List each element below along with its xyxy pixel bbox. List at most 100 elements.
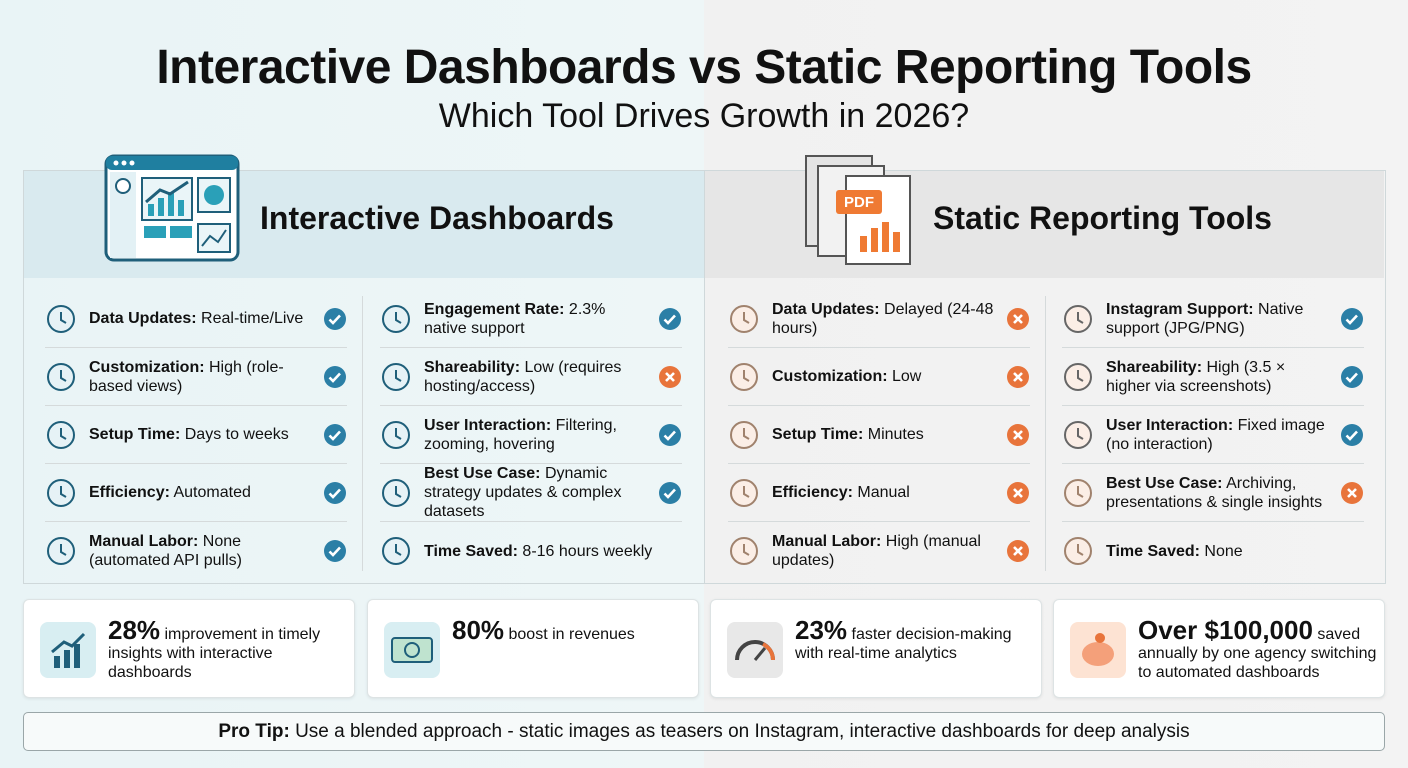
feature-row: Data Updates: Real-time/Live [45, 290, 347, 348]
status-check [1341, 423, 1363, 446]
dashboard-icon [104, 154, 240, 262]
feature-row: Efficiency: Automated [45, 464, 347, 522]
tip-text: Use a blended approach - static images a… [295, 721, 1190, 742]
status-cross [1007, 423, 1029, 446]
feature-label: Setup Time: [772, 426, 864, 443]
feature-text: Manual Labor: None (automated API pulls) [77, 532, 323, 570]
stat-highlight: 80% [452, 615, 505, 645]
tip-label: Pro Tip: [218, 721, 290, 742]
feature-text: Customization: High (role-based views) [77, 358, 323, 396]
feature-icon [730, 362, 758, 391]
feature-text: Manual Labor: High (manual updates) [760, 532, 1006, 570]
feature-icon [382, 478, 410, 507]
stat-description: faster decision-making with real-time an… [795, 626, 1012, 662]
status-cross [1007, 481, 1029, 504]
stat-highlight: Over $100,000 [1138, 615, 1313, 645]
feature-row: Shareability: High (3.5 × higher via scr… [1062, 348, 1364, 406]
stat-card: 28% improvement in timely insights with … [23, 599, 355, 698]
feature-label: Efficiency: [772, 484, 853, 501]
feature-label: Customization: [89, 358, 205, 376]
feature-label: Manual Labor: [772, 533, 882, 550]
feature-icon [730, 304, 758, 333]
feature-row: Setup Time: Minutes [728, 406, 1030, 464]
feature-text: User Interaction: Filtering, zooming, ho… [412, 416, 658, 454]
feature-row: Manual Labor: High (manual updates) [728, 522, 1030, 580]
stat-description: saved annually by one agency switching t… [1138, 626, 1377, 681]
feature-row: Instagram Support: Native support (JPG/P… [1062, 290, 1364, 348]
feature-text: Data Updates: Real-time/Live [77, 309, 323, 328]
feature-value: Minutes [867, 426, 924, 443]
status-cross [659, 365, 681, 388]
panel-title: Interactive Dashboards [260, 200, 614, 236]
svg-text:PDF: PDF [844, 194, 874, 211]
feature-value: Days to weeks [184, 426, 289, 443]
feature-row: Data Updates: Delayed (24-48 hours) [728, 290, 1030, 348]
feature-label: Engagement Rate: [424, 300, 565, 318]
feature-text: Time Saved: 8-16 hours weekly [412, 542, 682, 561]
feature-value: 2.3% native support [424, 300, 606, 337]
feature-row: Time Saved: None [1062, 522, 1364, 580]
feature-text: Setup Time: Days to weeks [77, 425, 323, 444]
feature-icon [1064, 537, 1092, 565]
status-check [324, 365, 346, 388]
feature-row: Efficiency: Manual [728, 464, 1030, 522]
stat-text: 28% improvement in timely insights with … [108, 616, 348, 682]
feature-label: Manual Labor: [89, 533, 199, 550]
feature-icon [1064, 478, 1092, 507]
status-check [659, 481, 681, 504]
feature-label: Time Saved: [1106, 542, 1200, 560]
status-check [1341, 307, 1363, 330]
stat-card: 80% boost in revenues [367, 599, 699, 698]
feature-row: Best Use Case: Archiving, presentations … [1062, 464, 1364, 522]
feature-row: Customization: High (role-based views) [45, 348, 347, 406]
feature-icon [730, 537, 758, 565]
feature-label: Data Updates: [89, 310, 197, 327]
feature-row: Best Use Case: Dynamic strategy updates … [380, 464, 682, 522]
feature-text: Efficiency: Automated [77, 483, 323, 502]
feature-text: User Interaction: Fixed image (no intera… [1094, 416, 1340, 454]
status-check [659, 307, 681, 330]
feature-text: Engagement Rate: 2.3% native support [412, 300, 658, 338]
feature-label: User Interaction: [1106, 416, 1234, 434]
stat-card: 23% faster decision-making with real-tim… [710, 599, 1042, 698]
status-cross [1007, 365, 1029, 388]
stat-text: Over $100,000 saved annually by one agen… [1138, 616, 1378, 682]
feature-icon [47, 304, 75, 333]
feature-text: Data Updates: Delayed (24-48 hours) [760, 300, 1006, 338]
feature-value: Low [892, 368, 922, 385]
feature-text: Customization: Low [760, 367, 1006, 386]
feature-value: None (automated API pulls) [89, 533, 242, 569]
title: Interactive Dashboards vs Static Reporti… [156, 41, 1252, 94]
feature-icon [382, 304, 410, 333]
stat-highlight: 23% [795, 615, 848, 645]
feature-value: Dynamic strategy updates & complex datas… [424, 465, 622, 520]
feature-row: User Interaction: Fixed image (no intera… [1062, 406, 1364, 464]
feature-row: Manual Labor: None (automated API pulls) [45, 522, 347, 580]
feature-row: Engagement Rate: 2.3% native support [380, 290, 682, 348]
feature-row: Shareability: Low (requires hosting/acce… [380, 348, 682, 406]
feature-label: User Interaction: [424, 416, 552, 434]
feature-label: Customization: [772, 368, 888, 385]
feature-text: Time Saved: None [1094, 542, 1364, 561]
feature-value: Real-time/Live [201, 310, 304, 327]
feature-value: High (role-based views) [89, 358, 284, 395]
status-check [324, 481, 346, 504]
feature-value: Manual [857, 484, 910, 501]
feature-value: High (3.5 × higher via screenshots) [1106, 358, 1286, 395]
panel-title: Static Reporting Tools [933, 200, 1272, 236]
status-check [324, 423, 346, 446]
feature-icon [47, 537, 75, 565]
feature-value: Filtering, zooming, hovering [424, 416, 617, 453]
feature-text: Shareability: Low (requires hosting/acce… [412, 358, 658, 396]
stat-description: improvement in timely insights with inte… [108, 626, 321, 681]
feature-icon [1064, 304, 1092, 333]
status-check [1341, 365, 1363, 388]
divider [1045, 296, 1046, 571]
feature-icon [47, 362, 75, 391]
status-cross [1007, 540, 1029, 562]
feature-icon [382, 420, 410, 449]
feature-text: Setup Time: Minutes [760, 425, 1006, 444]
stat-icon [727, 622, 783, 678]
feature-row: Setup Time: Days to weeks [45, 406, 347, 464]
